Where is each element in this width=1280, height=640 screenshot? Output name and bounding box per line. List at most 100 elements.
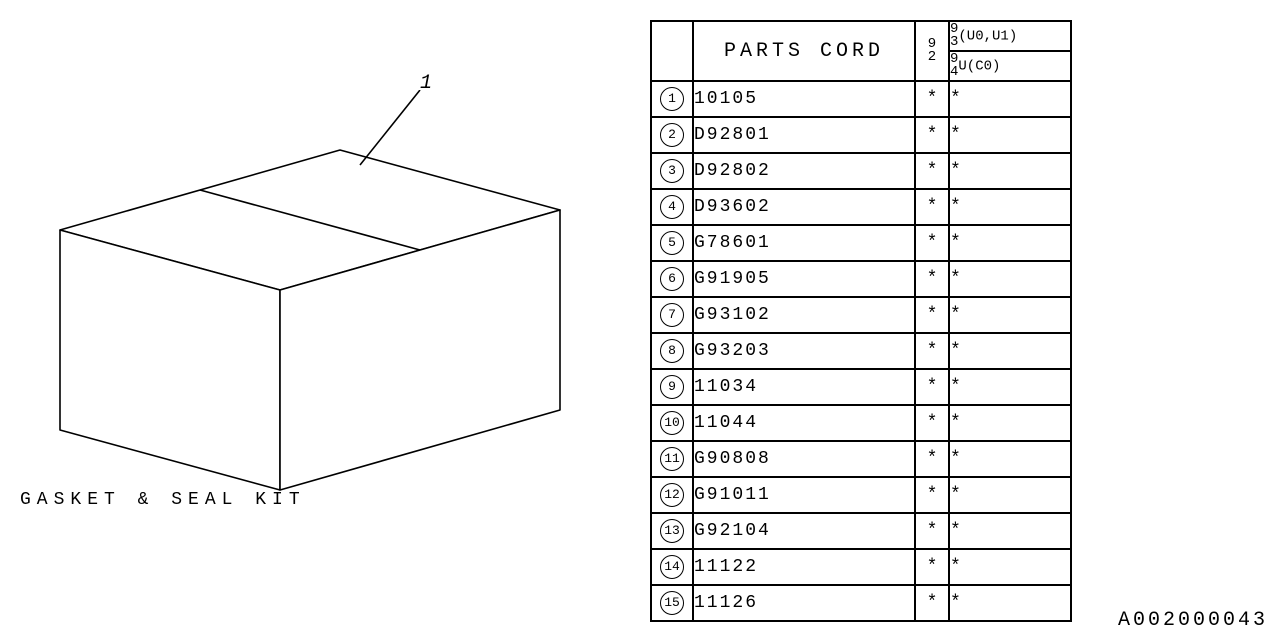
stage: 1 GASKET & SEAL KIT PARTS CORD 9 2 9 3 (… [0,0,1280,640]
row-mark2: * [949,153,1071,189]
row-index: 3 [651,153,693,189]
row-mark1: * [915,369,949,405]
table-row: 1011044** [651,405,1071,441]
row-index: 5 [651,225,693,261]
row-mark2: * [949,117,1071,153]
row-code: 11122 [693,549,915,585]
row-code: G90808 [693,441,915,477]
row-mark2: * [949,333,1071,369]
row-code: 11044 [693,405,915,441]
row-code: G78601 [693,225,915,261]
row-index-circle: 1 [660,87,684,111]
row-index: 15 [651,585,693,621]
row-mark2: * [949,549,1071,585]
table-row: 5G78601** [651,225,1071,261]
row-index: 4 [651,189,693,225]
table-row: 110105** [651,81,1071,117]
table-row: 8G93203** [651,333,1071,369]
row-index-circle: 13 [660,519,684,543]
row-mark2: * [949,297,1071,333]
row-mark2: * [949,189,1071,225]
row-mark2: * [949,369,1071,405]
document-code: A002000043 [1118,609,1268,632]
header-col2a-tail: (U0,U1) [958,29,1017,45]
row-mark1: * [915,333,949,369]
parts-table-body: 110105**2D92801**3D92802**4D93602**5G786… [651,81,1071,621]
row-mark1: * [915,513,949,549]
row-index: 11 [651,441,693,477]
row-code: G93203 [693,333,915,369]
row-index-circle: 4 [660,195,684,219]
parts-table: PARTS CORD 9 2 9 3 (U0,U1) [650,20,1072,622]
row-mark1: * [915,117,949,153]
row-index: 12 [651,477,693,513]
row-index-circle: 5 [660,231,684,255]
table-row: 1411122** [651,549,1071,585]
box-illustration [40,90,580,530]
row-mark1: * [915,549,949,585]
header-col1: 9 2 [915,21,949,81]
row-mark1: * [915,81,949,117]
row-mark2: * [949,405,1071,441]
row-index-circle: 6 [660,267,684,291]
row-code: G91011 [693,477,915,513]
row-mark1: * [915,225,949,261]
table-row: 4D93602** [651,189,1071,225]
row-mark1: * [915,297,949,333]
row-code: D92801 [693,117,915,153]
row-index-circle: 12 [660,483,684,507]
row-mark2: * [949,225,1071,261]
row-index-circle: 15 [660,591,684,615]
header-col2a: 9 3 (U0,U1) [949,21,1071,51]
header-col2b-tail: U(C0) [958,59,1000,75]
table-row: 2D92801** [651,117,1071,153]
row-index: 14 [651,549,693,585]
row-index-circle: 8 [660,339,684,363]
row-mark1: * [915,261,949,297]
parts-table-head: PARTS CORD 9 2 9 3 (U0,U1) [651,21,1071,81]
row-index-circle: 14 [660,555,684,579]
row-mark2: * [949,81,1071,117]
row-mark1: * [915,189,949,225]
table-row: 12G91011** [651,477,1071,513]
table-row: 1511126** [651,585,1071,621]
table-row: 11G90808** [651,441,1071,477]
row-index-circle: 2 [660,123,684,147]
row-index: 2 [651,117,693,153]
row-index: 8 [651,333,693,369]
row-index-circle: 11 [660,447,684,471]
kit-caption: GASKET & SEAL KIT [20,490,306,510]
row-index: 10 [651,405,693,441]
row-code: D93602 [693,189,915,225]
row-index-circle: 10 [660,411,684,435]
row-mark2: * [949,585,1071,621]
row-index: 13 [651,513,693,549]
row-code: 11034 [693,369,915,405]
row-code: G92104 [693,513,915,549]
row-index-circle: 9 [660,375,684,399]
row-code: G93102 [693,297,915,333]
row-mark2: * [949,477,1071,513]
header-parts-cord: PARTS CORD [693,21,915,81]
row-index: 7 [651,297,693,333]
table-row: 7G93102** [651,297,1071,333]
row-mark1: * [915,585,949,621]
header-col1-bot: 2 [928,49,936,65]
row-index: 1 [651,81,693,117]
table-row: 13G92104** [651,513,1071,549]
row-index-circle: 7 [660,303,684,327]
row-mark2: * [949,513,1071,549]
row-index: 9 [651,369,693,405]
row-mark2: * [949,441,1071,477]
table-row: 911034** [651,369,1071,405]
row-index-circle: 3 [660,159,684,183]
header-col2b: 9 4 U(C0) [949,51,1071,81]
row-mark1: * [915,441,949,477]
row-mark1: * [915,405,949,441]
row-index: 6 [651,261,693,297]
row-mark1: * [915,477,949,513]
row-code: D92802 [693,153,915,189]
row-mark1: * [915,153,949,189]
table-row: 6G91905** [651,261,1071,297]
header-blank [651,21,693,81]
